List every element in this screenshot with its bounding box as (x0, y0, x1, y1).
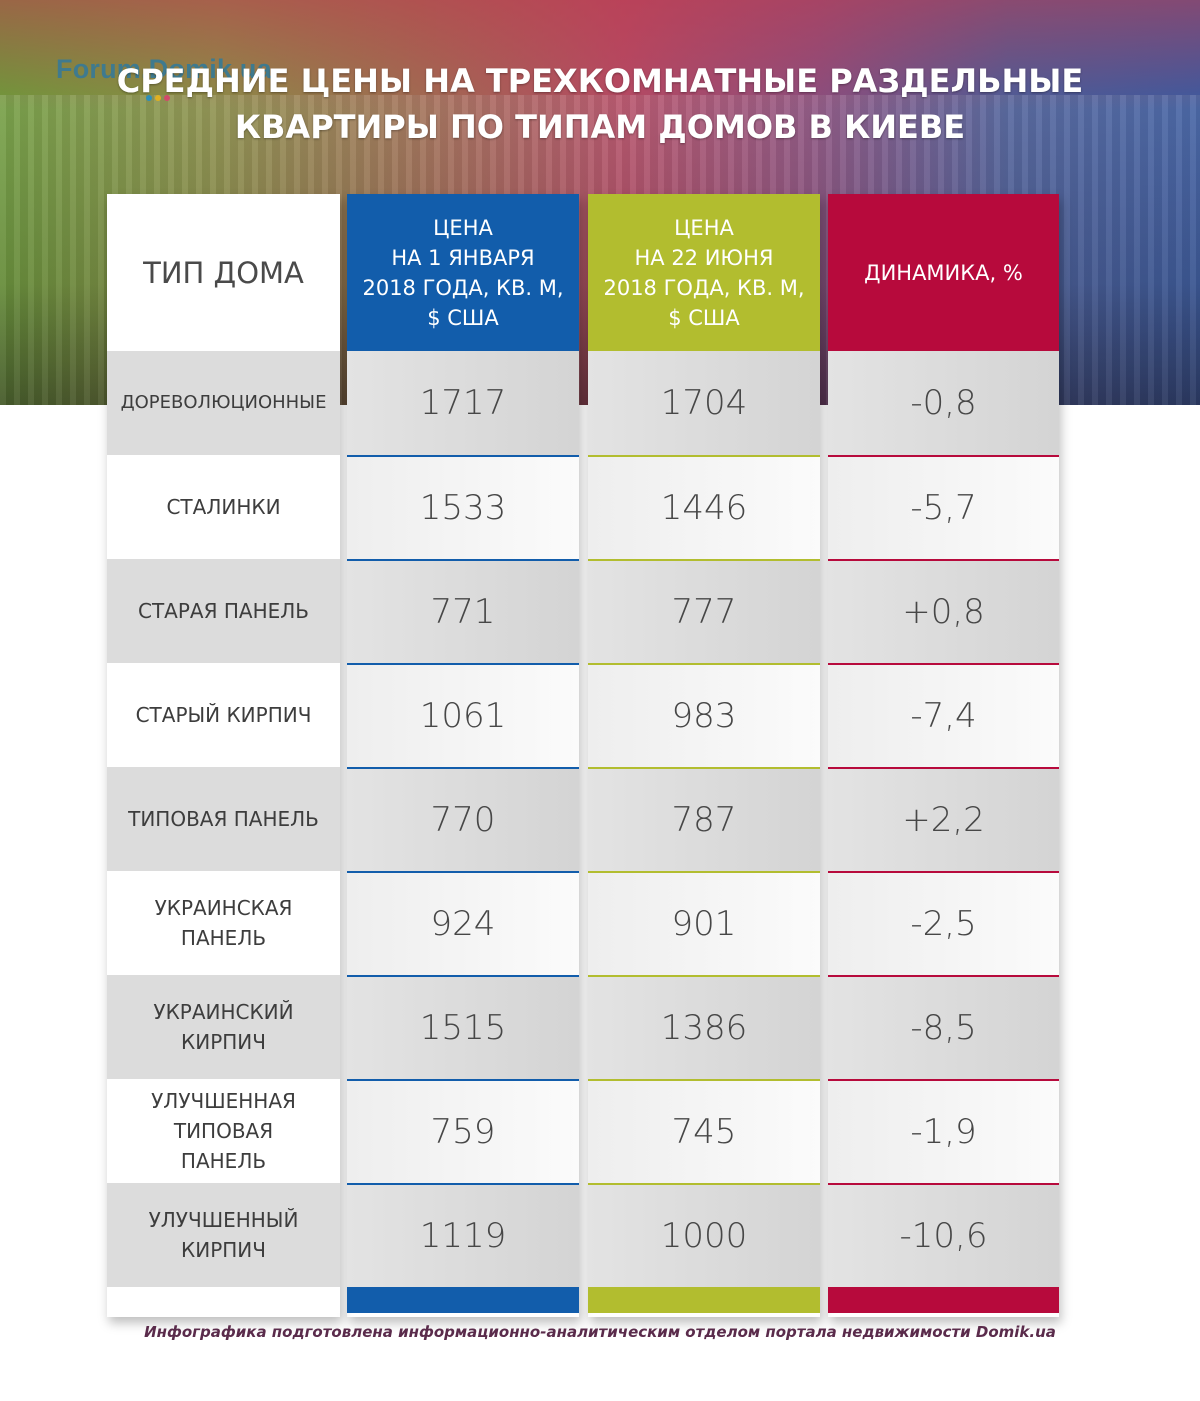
table-cell: 1515 (347, 975, 579, 1079)
column-header-line: ДИНАМИКА, % (864, 260, 1023, 285)
table-cell: 1061 (347, 663, 579, 767)
column-header-line: НА 1 ЯНВАРЯ (391, 245, 535, 270)
row-label-line: УЛУЧШЕННЫЙ (148, 1208, 299, 1232)
table-cell: 901 (588, 871, 820, 975)
logo-dots-icon (146, 86, 173, 105)
table-cell: 1533 (347, 455, 579, 559)
column-header: ДИНАМИКА, % (828, 194, 1059, 351)
chart-title-line: СРЕДНИЕ ЦЕНЫ НА ТРЕХКОМНАТНЫЕ РАЗДЕЛЬНЫЕ (116, 62, 1084, 100)
row-label-text: УКРАИНСКИЙ КИРПИЧ (153, 997, 293, 1057)
sky-gradient (0, 0, 1200, 110)
table-cell: 777 (588, 559, 820, 663)
table-cell: 771 (347, 559, 579, 663)
row-label-line: ДОРЕВОЛЮЦИОННЫЕ (120, 392, 327, 413)
table-cell: -10,6 (828, 1183, 1059, 1287)
table-cell: -1,9 (828, 1079, 1059, 1183)
row-label-line: УЛУЧШЕННАЯ (151, 1089, 296, 1113)
row-label-line: ТИПОВАЯ ПАНЕЛЬ (128, 807, 319, 831)
row-label-line: ПАНЕЛЬ (180, 926, 267, 950)
table-cell: -7,4 (828, 663, 1059, 767)
row-label: СТАЛИНКИ (107, 455, 340, 559)
table-cell: 1119 (347, 1183, 579, 1287)
chart-title-line: КВАРТИРЫ ПО ТИПАМ ДОМОВ В КИЕВЕ (234, 108, 966, 146)
row-label-line: КИРПИЧ (181, 1030, 266, 1054)
row-label-line: КИРПИЧ (181, 1238, 266, 1262)
row-label-text: ТИПОВАЯ ПАНЕЛЬ (128, 804, 319, 834)
table-cell: 1704 (588, 351, 820, 455)
column-bottom-bar (347, 1287, 579, 1313)
column-header: ТИП ДОМА (107, 194, 340, 351)
row-label-line: УКРАИНСКАЯ (154, 896, 293, 920)
column-header-line: 2018 ГОДА, КВ. М, (603, 275, 805, 300)
row-label-line: СТАРЫЙ КИРПИЧ (135, 703, 312, 727)
table-cell: 924 (347, 871, 579, 975)
site-logo: Forum.Domik.ua (56, 54, 272, 84)
table-cell: 770 (347, 767, 579, 871)
table-cell: +0,8 (828, 559, 1059, 663)
column-header-text: ДИНАМИКА, % (864, 258, 1023, 288)
row-label-line: УКРАИНСКИЙ (153, 1000, 294, 1024)
row-label: СТАРЫЙ КИРПИЧ (107, 663, 340, 767)
row-label: УКРАИНСКИЙ КИРПИЧ (107, 975, 340, 1079)
row-label-line: СТАРАЯ ПАНЕЛЬ (137, 599, 309, 623)
table-cell: 745 (588, 1079, 820, 1183)
table-cell: 1000 (588, 1183, 820, 1287)
row-label-text: СТАРАЯ ПАНЕЛЬ (138, 596, 309, 626)
column-header-text: ТИП ДОМА (143, 258, 304, 288)
row-label: ТИПОВАЯ ПАНЕЛЬ (107, 767, 340, 871)
row-label-text: УЛУЧШЕННАЯ ТИПОВАЯ ПАНЕЛЬ (151, 1086, 296, 1176)
table-cell: 983 (588, 663, 820, 767)
chart-title: СРЕДНИЕ ЦЕНЫ НА ТРЕХКОМНАТНЫЕ РАЗДЕЛЬНЫЕ… (100, 58, 1100, 150)
column-header-line: ТИП ДОМА (143, 255, 304, 290)
table-cell: 1717 (347, 351, 579, 455)
row-label: УКРАИНСКАЯ ПАНЕЛЬ (107, 871, 340, 975)
column-header-text: ЦЕНА НА 1 ЯНВАРЯ 2018 ГОДА, КВ. М, $ США (362, 213, 563, 333)
row-label: УЛУЧШЕННЫЙ КИРПИЧ (107, 1183, 340, 1287)
column-bottom-bar (107, 1287, 340, 1313)
row-label: УЛУЧШЕННАЯ ТИПОВАЯ ПАНЕЛЬ (107, 1079, 340, 1183)
table-cell: -8,5 (828, 975, 1059, 1079)
row-label-text: СТАЛИНКИ (166, 492, 280, 522)
row-label-line: ТИПОВАЯ (173, 1119, 274, 1143)
column-header-line: ЦЕНА (433, 215, 493, 240)
table-cell: -0,8 (828, 351, 1059, 455)
column-header-line: $ США (427, 305, 499, 330)
row-label: ДОРЕВОЛЮЦИОННЫЕ (107, 351, 340, 455)
column-header-line: 2018 ГОДА, КВ. М, (362, 275, 564, 300)
table-cell: 787 (588, 767, 820, 871)
row-label-text: УКРАИНСКАЯ ПАНЕЛЬ (155, 893, 293, 953)
column-header-line: ЦЕНА (674, 215, 734, 240)
table-cell: -2,5 (828, 871, 1059, 975)
footer-credit: Инфографика подготовлена информационно-а… (144, 1323, 1056, 1341)
column-header-text: ЦЕНА НА 22 ИЮНЯ 2018 ГОДА, КВ. М, $ США (603, 213, 804, 333)
column-bottom-bar (588, 1287, 820, 1313)
row-label-text: УЛУЧШЕННЫЙ КИРПИЧ (149, 1205, 299, 1265)
row-label-line: ПАНЕЛЬ (180, 1149, 267, 1173)
table-cell: +2,2 (828, 767, 1059, 871)
table-cell: 1446 (588, 455, 820, 559)
column-header: ЦЕНА НА 1 ЯНВАРЯ 2018 ГОДА, КВ. М, $ США (347, 194, 579, 351)
row-label-text: ДОРЕВОЛЮЦИОННЫЕ (121, 388, 327, 418)
row-label: СТАРАЯ ПАНЕЛЬ (107, 559, 340, 663)
table-cell: -5,7 (828, 455, 1059, 559)
column-bottom-bar (828, 1287, 1059, 1313)
column-header-line: НА 22 ИЮНЯ (634, 245, 774, 270)
column-header: ЦЕНА НА 22 ИЮНЯ 2018 ГОДА, КВ. М, $ США (588, 194, 820, 351)
row-label-line: СТАЛИНКИ (166, 495, 281, 519)
table-cell: 1386 (588, 975, 820, 1079)
column-header-line: $ США (668, 305, 740, 330)
table-cell: 759 (347, 1079, 579, 1183)
row-label-text: СТАРЫЙ КИРПИЧ (136, 700, 312, 730)
